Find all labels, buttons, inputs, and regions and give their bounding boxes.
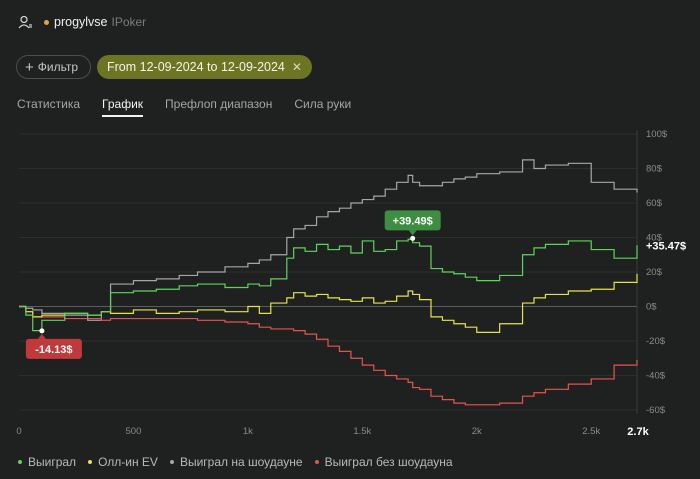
end-value-label: +35.47$: [646, 240, 686, 252]
legend-item-won[interactable]: Выиграл: [18, 455, 76, 469]
header: progylvse IPoker: [18, 12, 146, 32]
legend-dot: [169, 460, 174, 464]
annotation-label: +39.49$: [393, 215, 433, 227]
series-line-non_showdown: [19, 305, 638, 406]
close-icon[interactable]: ✕: [291, 60, 302, 74]
legend-label: Выиграл на шоудауне: [179, 455, 303, 469]
x-tick-label: 2.5k: [582, 426, 600, 437]
y-tick-label: 20$: [646, 267, 663, 278]
series-line-won: [19, 238, 638, 332]
legend-item-allin-ev[interactable]: Олл-ин EV: [88, 455, 158, 469]
y-tick-label: 0$: [646, 302, 657, 313]
annotation-box: [384, 210, 441, 231]
legend-dot: [314, 460, 319, 464]
tab-graph[interactable]: График: [102, 97, 144, 117]
profit-chart: 100$ 80$ 60$ 40$ 20$ 0$ -20$ -40$ -60$ 0 500 1k 1.5…: [16, 129, 686, 438]
tab-statistics[interactable]: Статистика: [17, 97, 81, 111]
y-tick-label: -60$: [646, 405, 666, 416]
tab-bar: Статистика График Префлоп диапазон Сила …: [17, 97, 373, 117]
legend-label: Олл-ин EV: [98, 455, 158, 469]
legend-item-showdown[interactable]: Выиграл на шоудауне: [169, 455, 303, 469]
room-name: IPoker: [111, 15, 147, 29]
x-tick-label: 2k: [472, 426, 482, 437]
annotation-pointer: [37, 333, 46, 339]
y-tick-label: 60$: [646, 198, 663, 209]
x-tick-label: 500: [126, 426, 142, 437]
legend-item-non-showdown[interactable]: Выиграл без шоудауна: [314, 455, 453, 469]
status-dot: [44, 19, 49, 25]
series-line-showdown: [19, 159, 638, 321]
legend-dot: [88, 460, 93, 464]
annotation-point: [410, 235, 416, 241]
legend-label: Выиграл без шоудауна: [324, 455, 453, 469]
filter-button[interactable]: + Фильтр: [16, 55, 92, 79]
legend-dot: [18, 460, 22, 464]
x-tick-label: 0: [16, 426, 21, 437]
y-tick-label: 40$: [646, 233, 663, 244]
annotation-label: -14.13$: [35, 344, 72, 356]
username: progylvse: [54, 15, 108, 29]
annotation-box: [25, 338, 82, 359]
x-max-label: 2.7k: [627, 426, 649, 438]
user-icon[interactable]: [18, 15, 32, 29]
chart-lines: [19, 159, 638, 406]
x-tick-label: 1k: [243, 426, 253, 437]
y-axis-ticks: 100$ 80$ 60$ 40$ 20$ 0$ -20$ -40$ -60$: [646, 129, 668, 416]
x-axis-ticks: 0 500 1k 1.5k 2k 2.5k 2.7k: [16, 426, 649, 438]
filter-label: Фильтр: [37, 60, 79, 74]
y-tick-label: -20$: [646, 336, 666, 347]
chart-grid: [19, 130, 638, 414]
series-line-allin_ev: [19, 273, 638, 333]
date-range-chip[interactable]: From 12-09-2024 to 12-09-2024 ✕: [97, 55, 312, 79]
tab-hand-strength[interactable]: Сила руки: [294, 97, 352, 111]
y-tick-label: -40$: [646, 371, 666, 382]
y-tick-label: 100$: [646, 129, 668, 140]
tab-preflop-range[interactable]: Префлоп диапазон: [165, 97, 273, 111]
chart-legend: Выиграл Олл-ин EV Выиграл на шоудауне Вы…: [18, 455, 465, 469]
legend-label: Выиграл: [28, 455, 77, 469]
y-tick-label: 80$: [646, 164, 663, 175]
date-range-label: From 12-09-2024 to 12-09-2024: [107, 60, 285, 74]
plus-icon: +: [25, 58, 34, 76]
chart-annotations: +39.49$ -14.13$ +35.47$: [25, 210, 686, 359]
x-tick-label: 1.5k: [353, 426, 371, 437]
annotation-pointer: [408, 230, 417, 236]
annotation-point: [39, 328, 45, 334]
